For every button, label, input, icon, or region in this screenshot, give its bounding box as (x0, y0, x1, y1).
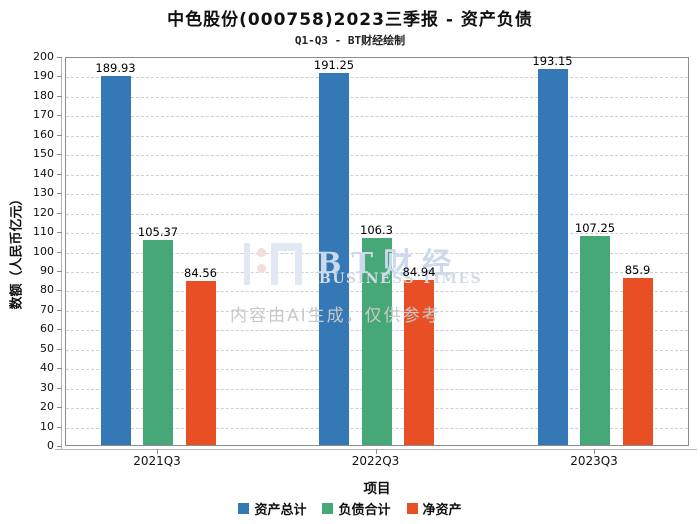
legend-label: 负债合计 (338, 503, 391, 518)
x-tick-label: 2023Q3 (570, 454, 618, 468)
bar-净资产-2023Q3 (622, 277, 653, 445)
legend-item-资产总计: 资产总计 (238, 499, 306, 518)
gridline (66, 174, 688, 176)
bar-负债合计-2021Q3 (143, 240, 173, 445)
bar-value-label: 105.37 (137, 225, 179, 240)
bar-value-label: 191.25 (313, 58, 355, 73)
x-tick-mark (157, 449, 158, 454)
bt-watermark-text: BT财经 (317, 246, 462, 280)
legend-label: 资产总计 (254, 503, 307, 518)
y-axis-spine (61, 57, 62, 449)
bar-净资产-2022Q3 (404, 279, 434, 445)
bar-value-label: 189.93 (95, 60, 136, 75)
y-tick-label: 30 (40, 380, 54, 394)
y-tick-mark (57, 193, 62, 195)
y-tick-mark (57, 212, 62, 214)
y-tick-mark (57, 368, 62, 370)
bar-value-label: 193.15 (532, 54, 573, 69)
legend-item-负债合计: 负债合计 (322, 499, 391, 518)
legend: 资产总计 负债合计 净资产 (0, 499, 700, 518)
y-tick-mark (57, 134, 62, 136)
y-tick-label: 70 (40, 302, 54, 316)
x-tick-label: 2022Q3 (351, 454, 400, 468)
y-tick-label: 10 (40, 419, 54, 433)
gridline (66, 155, 688, 157)
y-tick-mark (57, 154, 62, 156)
y-tick-mark (57, 173, 62, 175)
y-tick-mark (57, 446, 62, 447)
y-tick-label: 170 (33, 108, 54, 122)
chart-subtitle: Q1-Q3 - BT财经绘制 (294, 34, 406, 47)
legend-label: 净资产 (422, 503, 462, 518)
bt-logo-dot-icon (257, 264, 266, 273)
gridline (66, 233, 688, 235)
y-tick-label: 90 (40, 263, 54, 277)
y-tick-label: 100 (33, 244, 54, 258)
legend-swatch (322, 503, 334, 514)
x-tick-label: 2021Q3 (133, 454, 181, 468)
bar-负债合计-2022Q3 (361, 238, 392, 445)
bar-净资产-2021Q3 (185, 280, 216, 445)
y-tick-label: 50 (40, 341, 54, 355)
bar-资产总计-2022Q3 (319, 73, 349, 445)
y-tick-mark (57, 348, 62, 350)
y-tick-label: 160 (33, 127, 54, 141)
bar-value-label: 84.56 (184, 265, 217, 280)
y-tick-label: 180 (33, 88, 54, 102)
y-tick-mark (57, 115, 62, 117)
y-tick-mark (57, 232, 62, 234)
y-tick-label: 40 (40, 361, 54, 375)
plot-area: 189.93 191.25 193.15 105.37 106.3 107.25 84.56… (65, 54, 689, 446)
x-tick-mark (375, 449, 377, 454)
bar-资产总计-2021Q3 (100, 75, 131, 445)
x-axis-label: 项目 (363, 481, 391, 497)
y-tick-mark (57, 387, 62, 389)
bar-value-label: 107.25 (574, 221, 616, 236)
bar-value-label: 85.9 (624, 262, 651, 277)
y-tick-mark (57, 407, 62, 409)
ai-disclaimer-watermark: 内容由AI生成，仅供参考 (230, 306, 441, 326)
bt-logo-t-icon (271, 243, 302, 285)
bar-资产总计-2023Q3 (537, 69, 568, 445)
y-tick-label: 150 (33, 147, 54, 161)
y-tick-label: 60 (40, 322, 54, 336)
y-tick-mark (57, 95, 62, 97)
y-tick-label: 20 (40, 400, 54, 414)
y-tick-mark (57, 426, 62, 428)
y-tick-label: 140 (33, 166, 54, 180)
y-tick-mark (57, 309, 62, 311)
y-tick-mark (57, 76, 62, 78)
bar-value-label: 106.3 (360, 223, 393, 238)
y-tick-mark (57, 270, 62, 272)
y-tick-mark (57, 290, 62, 292)
y-tick-mark (57, 329, 62, 331)
legend-swatch (238, 503, 250, 514)
gridline (66, 194, 688, 196)
gridline (66, 135, 688, 137)
chart-title: 中色股份(000758)2023三季报 - 资产负债 (167, 10, 533, 30)
bar-value-label: 84.94 (402, 264, 436, 279)
bt-logo-bar-icon (244, 243, 250, 285)
y-tick-label: 130 (33, 186, 54, 200)
y-tick-label: 200 (33, 50, 54, 63)
y-tick-mark (57, 251, 62, 253)
x-tick-mark (594, 449, 595, 454)
bar-负债合计-2023Q3 (580, 236, 610, 445)
y-tick-label: 120 (33, 205, 54, 219)
y-tick-label: 110 (33, 225, 54, 239)
y-tick-mark (57, 57, 62, 58)
legend-swatch (406, 503, 418, 514)
y-tick-label: 80 (40, 283, 54, 297)
y-tick-label: 190 (33, 69, 54, 83)
gridline (66, 213, 688, 215)
y-tick-label: 0 (47, 439, 54, 452)
gridline (66, 116, 688, 118)
legend-item-净资产: 净资产 (406, 499, 462, 518)
bt-logo-dot-icon (257, 248, 266, 257)
gridline (66, 77, 688, 79)
gridline (66, 96, 688, 98)
bt-watermark-subtext: BUSINESS TIMES (319, 271, 483, 287)
